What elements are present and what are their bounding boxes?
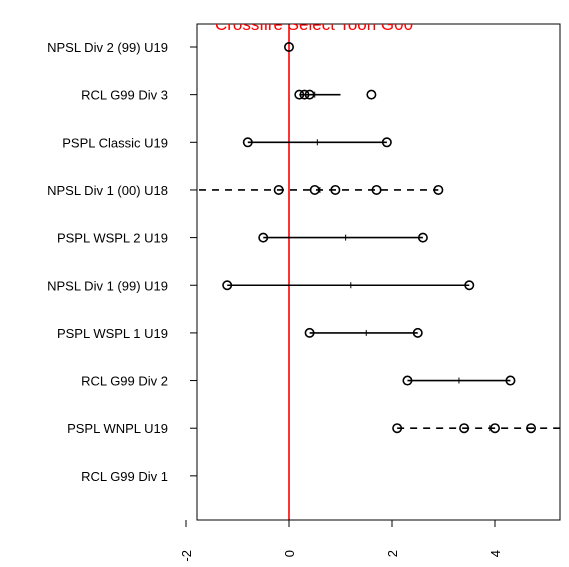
row-label: PSPL WNPL U19 [67,421,168,436]
data-point [309,184,320,195]
data-point [489,423,500,434]
row-series [402,375,516,386]
row-label: RCL G99 Div 1 [81,469,168,484]
row-label: RCL G99 Div 3 [81,88,168,103]
data-point [459,423,470,434]
data-point [402,375,413,386]
row-label: NPSL Div 1 (00) U18 [47,183,168,198]
chart-title: Crossfire Select Toon G00 [215,15,413,34]
row-series [242,137,392,148]
row-label: PSPL WSPL 1 U19 [57,326,168,341]
x-axis: -20246810 [179,520,503,562]
data-point [299,89,310,100]
data-point [242,137,253,148]
data-point [381,137,392,148]
row-label: NPSL Div 2 (99) U19 [47,40,168,55]
row-series [182,184,444,195]
data-point [371,184,382,195]
row-label: PSPL WSPL 2 U19 [57,231,168,246]
data-point [464,280,475,291]
x-tick-label: -2 [179,550,194,562]
row-series [392,423,560,434]
data-point [366,89,377,100]
data-point [412,327,423,338]
row-series [283,41,294,52]
data-point [392,423,403,434]
row-label: PSPL Classic U19 [62,135,168,150]
data-point [182,186,190,194]
data-point [330,184,341,195]
x-tick-label: 2 [385,550,400,557]
data-point [304,89,315,100]
data-point [526,423,537,434]
x-tick-label: 4 [488,550,503,557]
data-point [505,375,516,386]
row-labels: NPSL Div 2 (99) U19 RCL G99 Div 3 PSPL Cla… [47,40,197,484]
data-point [417,232,428,243]
data-point [294,89,305,100]
plot-frame [196,23,561,521]
data-point [304,327,315,338]
data-point [273,184,284,195]
row-series [222,280,475,291]
row-label: NPSL Div 1 (99) U19 [47,278,168,293]
row-series [258,232,428,243]
x-tick-label: 0 [282,550,297,557]
row-series [304,327,423,338]
plot-layer [182,24,560,520]
data-point [433,184,444,195]
row-label: RCL G99 Div 2 [81,374,168,389]
row-series [294,89,377,100]
data-point [283,41,294,52]
data-point [258,232,269,243]
data-point [222,280,233,291]
